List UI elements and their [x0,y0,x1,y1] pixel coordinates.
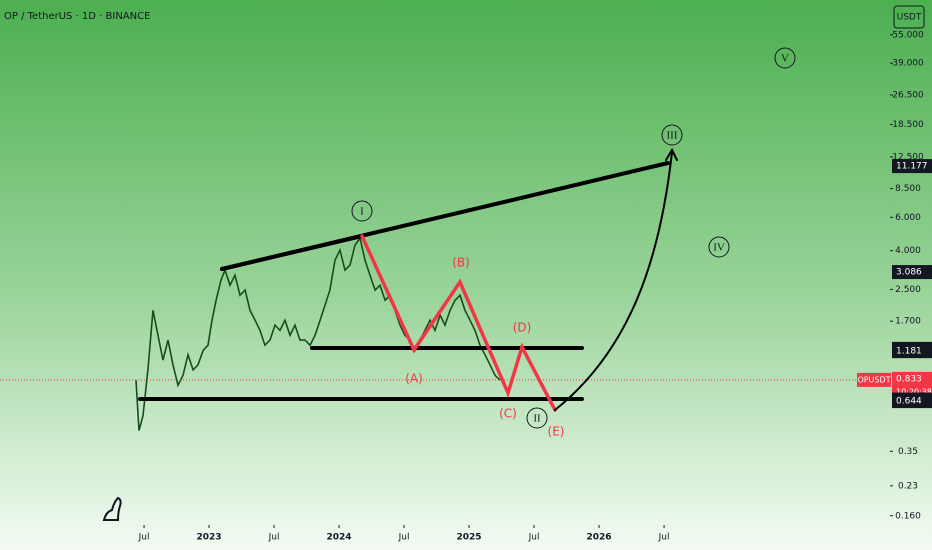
price-tag-label: 11.177 [896,162,928,172]
y-tick-label: 12.500 [892,152,924,162]
y-tick-label: 0.35 [898,447,918,457]
wave-circle [661,124,683,146]
wave-label: IV [713,242,725,254]
correction-label: (B) [452,256,470,270]
x-tick-label: Jul [528,533,540,543]
y-tick-label: 4.000 [895,246,921,256]
correction-label: (D) [513,321,532,335]
y-tick-label: 0.23 [898,481,918,491]
x-tick-label: 2023 [197,533,222,543]
y-tick-label: 6.000 [895,213,921,223]
x-tick-label: 2024 [327,533,352,543]
wave-label: II [533,413,541,425]
price-line [135,236,501,431]
price-tag-label: 1.181 [896,347,922,357]
y-tick-label: 26.500 [892,90,924,100]
labels: OPUSDT0.83310:20:3811.1773.0861.2141.181… [351,47,932,439]
correction-label: (E) [548,425,565,439]
chart-title: OP / TetherUS · 1D · BINANCE [4,11,150,22]
x-tick-label: Jul [658,533,670,543]
x-tick-label: 2026 [587,533,612,543]
wave-label: III [667,130,678,142]
y-tick-label: 18.500 [892,120,924,130]
x-tick-label: Jul [398,533,410,543]
logo [102,496,122,521]
y-tick-label: 39.000 [892,59,924,69]
x-tick-label: Jul [138,533,150,543]
wave-circle [774,47,796,69]
y-tick-label: 1.700 [895,317,921,327]
price-tag-label: 0.644 [896,397,922,407]
symbol-tag-label: OPUSDT [857,375,890,384]
y-tick-label: 0.160 [895,511,921,521]
wave-zigzag [360,234,557,412]
y-tick-label: 2.500 [895,285,921,295]
price-tag [892,159,932,174]
logo-shape [102,496,122,521]
projection-arrow [554,151,673,411]
x-tick-label: 2025 [457,533,482,543]
correction-label: (C) [499,407,517,421]
currency-box[interactable] [893,5,925,29]
wave-label: V [781,53,789,65]
y-tick-label: 55.000 [892,30,924,40]
price-tag [892,344,932,359]
price-tag [892,394,932,409]
arrow-head [665,147,678,161]
drawings [138,147,678,412]
correction-label: (A) [405,372,423,386]
x-tick-label: Jul [268,533,280,543]
trendline [220,234,364,271]
countdown-label: 10:20:38 [896,387,932,396]
price-tag [892,265,932,280]
price-tag-label: 3.086 [896,268,922,278]
wave-circle [526,407,548,429]
plot: 55.000 39.000 26.500 18.500 12.500 8.500 6.000… [0,30,924,543]
symbol-tag [857,372,891,387]
currency[interactable]: USDT [897,13,922,23]
wave-circle [708,236,730,258]
wave-label: I [360,206,364,218]
wave-circle [351,200,373,222]
y-tick-label: 8.500 [895,184,921,194]
current-price-label: 0.833 [896,374,922,384]
